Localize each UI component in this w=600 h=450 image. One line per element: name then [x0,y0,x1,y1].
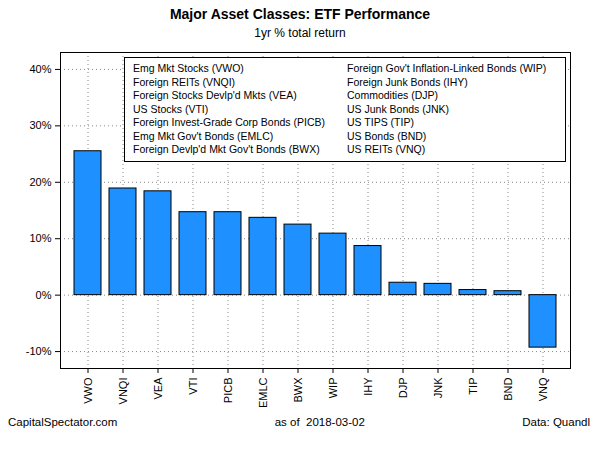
html-text:US Stocks (VTI): US Stocks (VTI) [133,102,209,115]
svg-text:VNQ: VNQ [537,377,549,401]
html-text:Foreign REITs (VNQI): Foreign REITs (VNQI) [133,75,236,88]
svg-text:WIP: WIP [327,378,339,399]
html-text:Data: Quandl: Data: Quandl [522,416,590,428]
svg-text:VTI: VTI [187,378,199,395]
svg-text:0%: 0% [36,289,52,301]
svg-text:VNQI: VNQI [117,378,129,405]
svg-text:40%: 40% [29,63,51,75]
html-text:Foreign Gov't Inflation-Linked: Foreign Gov't Inflation-Linked Bonds (WI… [347,62,547,74]
svg-text:EMLC: EMLC [257,377,269,408]
html-text:as of 2018-03-02: as of 2018-03-02 [274,416,365,428]
svg-text:VEA: VEA [152,377,164,400]
html-text:US Bonds (BND): US Bonds (BND) [347,129,427,142]
html-text:1yr % total return: 1yr % total return [254,26,346,40]
html-text:Foreign Junk Bonds (IHY): Foreign Junk Bonds (IHY) [347,75,468,88]
html-text:Foreign Invest-Grade Corp Bond: Foreign Invest-Grade Corp Bonds (PICB) [133,116,325,128]
html-text:Commodities (DJP): Commodities (DJP) [347,89,438,101]
svg-text:JNK: JNK [432,377,444,398]
html-text:Emg Mkt Gov't Bonds (EMLC): Emg Mkt Gov't Bonds (EMLC) [133,129,274,142]
svg-text:20%: 20% [29,176,51,188]
svg-text:-10%: -10% [26,345,52,357]
html-text:US TIPS (TIP): US TIPS (TIP) [347,116,414,128]
html-text:US Junk Bonds (JNK): US Junk Bonds (JNK) [347,102,450,115]
html-text:Foreign Devlp'd Mkt Gov't Bond: Foreign Devlp'd Mkt Gov't Bonds (BWX) [133,143,320,155]
html-text:US REITs (VNQ): US REITs (VNQ) [347,143,426,155]
html-text:Major Asset Classes: ETF Perfo: Major Asset Classes: ETF Performance [169,6,431,22]
svg-text:30%: 30% [29,119,51,131]
svg-text:BWX: BWX [292,377,304,403]
svg-text:PICB: PICB [222,378,234,404]
svg-text:TIP: TIP [467,378,479,395]
html-text:Emg Mkt Stocks (VWO): Emg Mkt Stocks (VWO) [133,62,244,74]
svg-text:10%: 10% [29,232,51,244]
svg-text:BND: BND [502,377,514,400]
svg-text:DJP: DJP [397,378,409,399]
svg-text:IHY: IHY [362,377,374,396]
html-text:CapitalSpectator.com: CapitalSpectator.com [8,416,118,428]
svg-text:VWO: VWO [82,377,94,404]
html-text:Foreign Stocks Devlp'd Mkts (V: Foreign Stocks Devlp'd Mkts (VEA) [133,89,297,101]
